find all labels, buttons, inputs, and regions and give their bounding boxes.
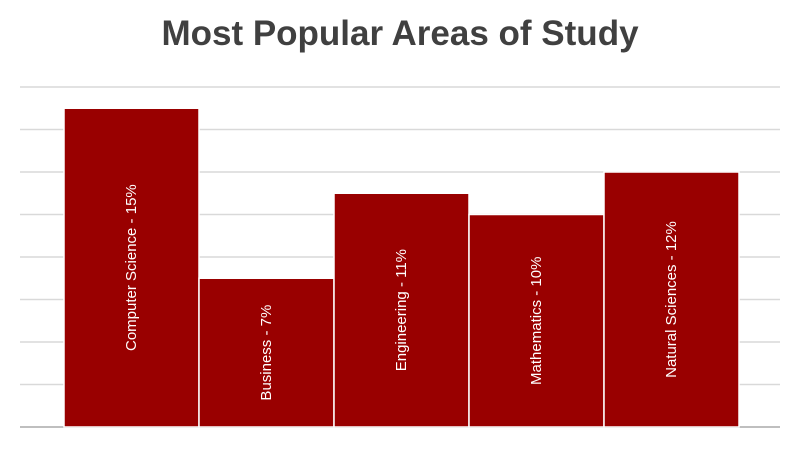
bar-labels: Computer Science - 15% Business - 7% Engin… [123, 184, 680, 400]
bar-label-mathematics: Mathematics - 10% [528, 257, 545, 385]
chart-title: Most Popular Areas of Study [161, 14, 639, 53]
bar-label-computer-science: Computer Science - 15% [123, 184, 140, 351]
bar-label-natural-sciences: Natural Sciences - 12% [663, 221, 680, 378]
bar-engineering [333, 192, 470, 428]
bar-mathematics [468, 213, 605, 428]
bar-label-engineering: Engineering - 11% [393, 249, 410, 371]
bars [63, 107, 740, 428]
bar-business [198, 277, 335, 428]
bar-computer-science [63, 107, 200, 428]
bar-label-business: Business - 7% [258, 305, 275, 401]
bar-natural-sciences [603, 171, 740, 428]
